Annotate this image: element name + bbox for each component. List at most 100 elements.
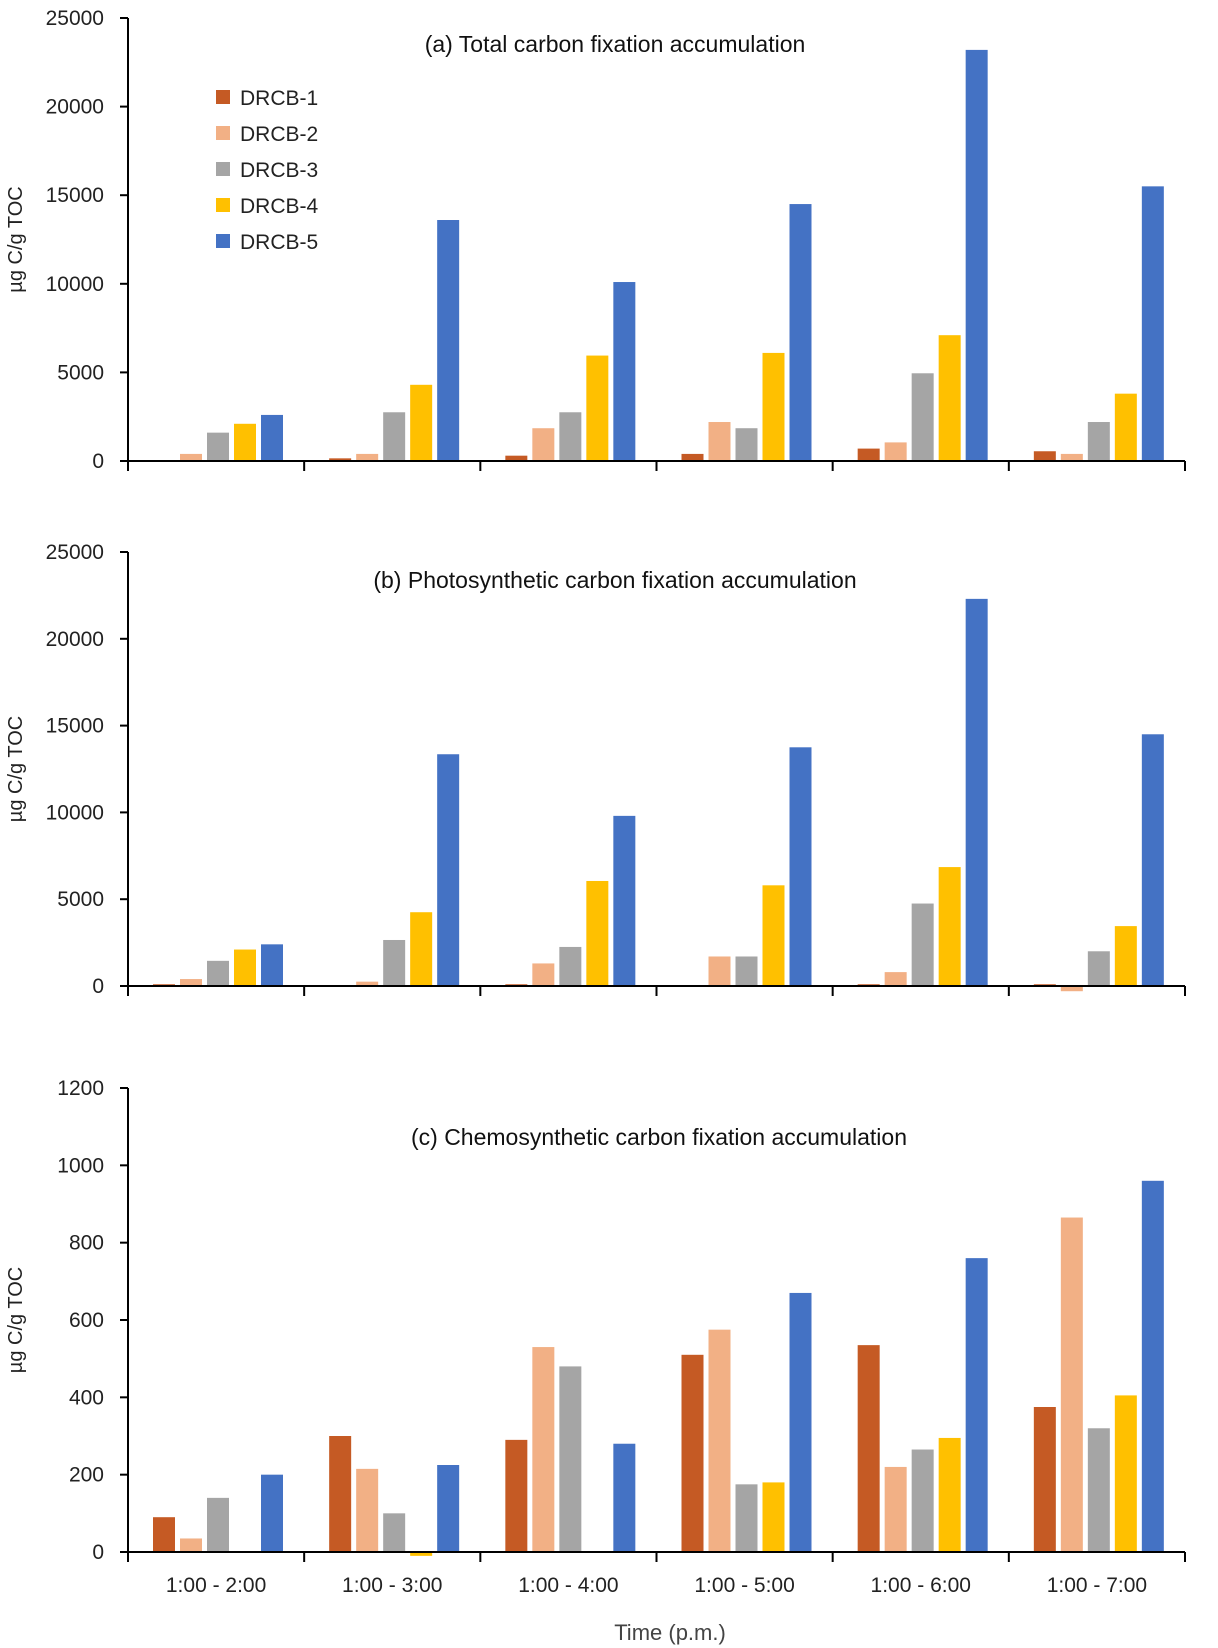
- chart-panel-1: 0 5000 10000 15000 20000 25000 (a) Total carbo…: [5, 7, 1186, 473]
- y-tick-label: 10000: [46, 273, 104, 296]
- bar-drcb-4-1: [234, 423, 256, 461]
- bar-drcb-5-6: [1141, 734, 1164, 986]
- bar-drcb-2-6: [1060, 453, 1083, 461]
- legend-label: DRCB-1: [240, 87, 318, 110]
- bar-drcb-3-6: [1087, 951, 1110, 986]
- bar-drcb-1-6: [1033, 451, 1056, 461]
- bar-drcb-5-2: [437, 220, 460, 461]
- legend-label: DRCB-5: [240, 231, 318, 254]
- bar-drcb-5-1: [261, 944, 283, 986]
- y-axis-label: µg C/g TOC: [5, 186, 27, 292]
- bar-drcb-2-5: [884, 1466, 907, 1552]
- bar-drcb-5-5: [965, 49, 988, 462]
- bar-drcb-2-2: [356, 1468, 379, 1552]
- bar-drcb-3-6: [1087, 1428, 1110, 1552]
- x-tick-label: 1:00 - 3:00: [342, 1574, 442, 1597]
- x-tick-label: 1:00 - 6:00: [871, 1574, 971, 1597]
- y-axis-label: µg C/g TOC: [5, 1267, 27, 1373]
- bar-drcb-2-6: [1060, 1217, 1083, 1552]
- bar-drcb-1-3: [505, 455, 528, 461]
- y-tick-label: 5000: [57, 888, 104, 911]
- bar-drcb-2-3: [532, 1347, 555, 1552]
- bar-drcb-1-5: [857, 448, 880, 461]
- bar-drcb-4-6: [1114, 926, 1137, 986]
- y-tick-label: 400: [69, 1386, 104, 1409]
- y-tick-label: 0: [92, 450, 104, 473]
- chart-title: (c) Chemosynthetic carbon fixation accum…: [411, 1124, 907, 1150]
- bar-drcb-1-6: [1033, 1407, 1056, 1552]
- bar-drcb-2-4: [708, 422, 731, 461]
- y-tick-label: 0: [92, 1541, 104, 1564]
- legend-swatch: [216, 234, 230, 248]
- x-axis-label: Time (p.m.): [614, 1620, 726, 1645]
- legend-label: DRCB-4: [240, 195, 318, 218]
- y-axis-label: µg C/g TOC: [5, 716, 27, 822]
- bar-drcb-2-3: [532, 428, 555, 461]
- bar-drcb-5-3: [613, 282, 636, 461]
- x-tick-label: 1:00 - 4:00: [518, 1574, 618, 1597]
- bar-drcb-5-3: [613, 1443, 636, 1552]
- bar-drcb-2-2: [356, 981, 379, 986]
- y-tick-label: 0: [92, 975, 104, 998]
- bar-drcb-1-1: [153, 1517, 175, 1552]
- chart-panel-3: 0 200 400 600 800 1000 1200 (c) Chemosynthetic …: [5, 1077, 1186, 1645]
- bar-drcb-4-3: [586, 355, 609, 461]
- y-tick-label: 25000: [46, 7, 104, 30]
- bar-drcb-1-2: [329, 458, 352, 461]
- bar-drcb-1-3: [505, 1439, 528, 1552]
- bar-drcb-3-2: [383, 412, 406, 461]
- y-tick-label: 5000: [57, 361, 104, 384]
- legend-swatch: [216, 162, 230, 176]
- y-tick-label: 15000: [46, 715, 104, 738]
- chart-title: (a) Total carbon fixation accumulation: [425, 31, 806, 57]
- bar-drcb-4-5: [938, 1437, 961, 1552]
- bar-drcb-1-4: [681, 453, 704, 461]
- bar-drcb-4-4: [762, 352, 785, 461]
- bar-drcb-5-6: [1141, 1180, 1164, 1552]
- bar-drcb-3-1: [207, 1497, 229, 1552]
- legend-label: DRCB-3: [240, 159, 318, 182]
- legend-swatch: [216, 126, 230, 140]
- bar-drcb-4-4: [762, 1482, 785, 1552]
- bar-drcb-4-5: [938, 335, 961, 461]
- y-tick-label: 1200: [57, 1077, 104, 1100]
- bar-drcb-5-4: [789, 747, 812, 986]
- bar-drcb-5-6: [1141, 186, 1164, 461]
- bar-drcb-3-2: [383, 939, 406, 986]
- x-tick-label: 1:00 - 2:00: [166, 1574, 266, 1597]
- bar-drcb-1-4: [681, 1354, 704, 1552]
- bar-drcb-3-4: [735, 1484, 758, 1552]
- y-tick-label: 20000: [46, 96, 104, 119]
- chart-title: (b) Photosynthetic carbon fixation accum…: [373, 567, 856, 593]
- bar-drcb-4-5: [938, 867, 961, 986]
- bar-drcb-5-1: [261, 414, 283, 461]
- bar-drcb-1-5: [857, 1345, 880, 1552]
- y-tick-label: 800: [69, 1232, 104, 1255]
- bar-drcb-2-6: [1060, 986, 1083, 992]
- bar-drcb-4-2: [410, 384, 433, 461]
- y-tick-label: 200: [69, 1464, 104, 1487]
- bar-drcb-3-3: [559, 412, 582, 461]
- bar-drcb-3-1: [207, 960, 229, 986]
- bar-drcb-1-2: [329, 1436, 352, 1552]
- bar-drcb-4-2: [410, 1552, 433, 1556]
- bar-drcb-2-3: [532, 963, 555, 986]
- bar-drcb-5-5: [965, 598, 988, 986]
- bar-drcb-5-5: [965, 1258, 988, 1552]
- bar-drcb-4-2: [410, 912, 433, 986]
- y-tick-label: 15000: [46, 184, 104, 207]
- bar-drcb-4-4: [762, 885, 785, 986]
- bar-drcb-2-1: [180, 1538, 202, 1552]
- y-tick-label: 25000: [46, 541, 104, 564]
- bar-drcb-3-4: [735, 428, 758, 461]
- bar-drcb-3-5: [911, 903, 934, 986]
- bar-drcb-3-3: [559, 1366, 582, 1552]
- bar-drcb-5-2: [437, 754, 460, 986]
- bar-drcb-3-2: [383, 1513, 406, 1552]
- bar-drcb-5-3: [613, 815, 636, 986]
- bar-drcb-2-5: [884, 972, 907, 986]
- y-tick-label: 1000: [57, 1154, 104, 1177]
- bar-drcb-2-5: [884, 442, 907, 461]
- bar-drcb-5-1: [261, 1474, 283, 1552]
